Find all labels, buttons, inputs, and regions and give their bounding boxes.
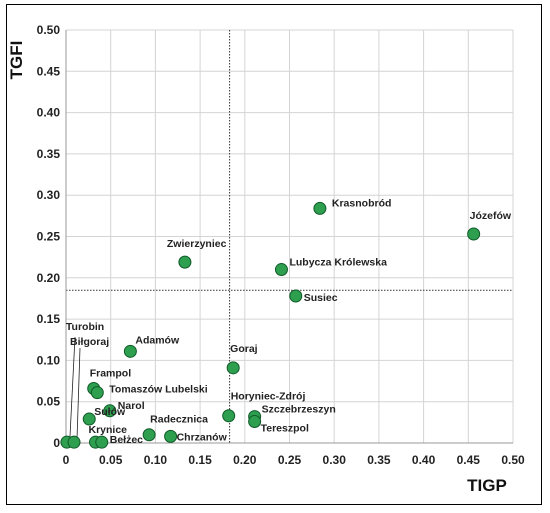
data-label: Zwierzyniec <box>167 238 227 250</box>
x-tick-label: 0.20 <box>233 453 257 467</box>
data-point <box>313 201 327 215</box>
data-label: Goraj <box>230 343 258 355</box>
data-point <box>467 227 481 241</box>
y-axis-title: TGFI <box>7 41 26 80</box>
data-label: Józefów <box>470 210 512 222</box>
x-tick-label: 0.50 <box>501 453 525 467</box>
data-point <box>103 404 117 418</box>
y-tick-label: 0.40 <box>37 106 61 120</box>
x-tick-label: 0.05 <box>99 453 123 467</box>
data-point <box>226 361 240 375</box>
data-label: Tereszpol <box>261 423 309 435</box>
y-tick-label: 0.50 <box>37 23 61 37</box>
data-label: Adamów <box>135 334 180 346</box>
data-label: Frampol <box>90 367 132 379</box>
data-point <box>90 386 104 400</box>
data-point <box>222 409 236 423</box>
y-tick-label: 0.45 <box>37 64 61 78</box>
data-point <box>67 435 81 449</box>
data-point <box>82 412 96 426</box>
y-tick-label: 0.20 <box>37 271 61 285</box>
y-tick-label: 0.35 <box>37 147 61 161</box>
data-label: Lubycza Królewska <box>289 257 387 269</box>
y-tick-label: 0.10 <box>37 353 61 367</box>
data-label: Tomaszów Lubelski <box>109 384 207 396</box>
x-tick-label: 0.10 <box>144 453 168 467</box>
data-label: Krasnobród <box>332 197 392 209</box>
chart-frame <box>6 4 542 505</box>
data-label: Sułów <box>94 406 126 418</box>
x-axis-title: TIGP <box>467 476 507 495</box>
y-tick-label: 0.25 <box>37 230 61 244</box>
data-label: Szczebrzeszyn <box>262 404 336 416</box>
data-point <box>274 263 288 277</box>
data-label: Biłgoraj <box>70 336 109 348</box>
y-tick-label: 0 <box>53 436 60 450</box>
data-point <box>289 289 303 303</box>
x-tick-label: 0.40 <box>412 453 436 467</box>
x-tick-label: 0.45 <box>457 453 481 467</box>
data-label: Horyniec-Zdrój <box>231 391 306 403</box>
data-label: Narol <box>118 400 145 412</box>
x-tick-label: 0.15 <box>188 453 212 467</box>
data-label: Bełżec <box>110 434 143 446</box>
leader-line <box>69 336 76 439</box>
y-tick-label: 0.30 <box>37 188 61 202</box>
x-tick-label: 0.30 <box>323 453 347 467</box>
leader-line <box>76 347 81 439</box>
y-tick-label: 0.15 <box>37 312 61 326</box>
x-tick-label: 0 <box>63 453 70 467</box>
data-point <box>248 415 262 429</box>
data-point <box>95 435 109 449</box>
data-label: Susiec <box>304 292 338 304</box>
data-point <box>142 428 156 442</box>
data-point <box>178 255 192 269</box>
data-point <box>123 344 137 358</box>
data-point <box>164 429 178 443</box>
x-tick-label: 0.35 <box>367 453 391 467</box>
data-label: Radecznica <box>150 414 208 426</box>
x-tick-label: 0.25 <box>278 453 302 467</box>
data-label: Krynice <box>89 424 128 436</box>
data-label: Turobin <box>66 321 104 333</box>
data-label: Chrzanów <box>177 431 228 443</box>
y-tick-label: 0.05 <box>37 395 61 409</box>
